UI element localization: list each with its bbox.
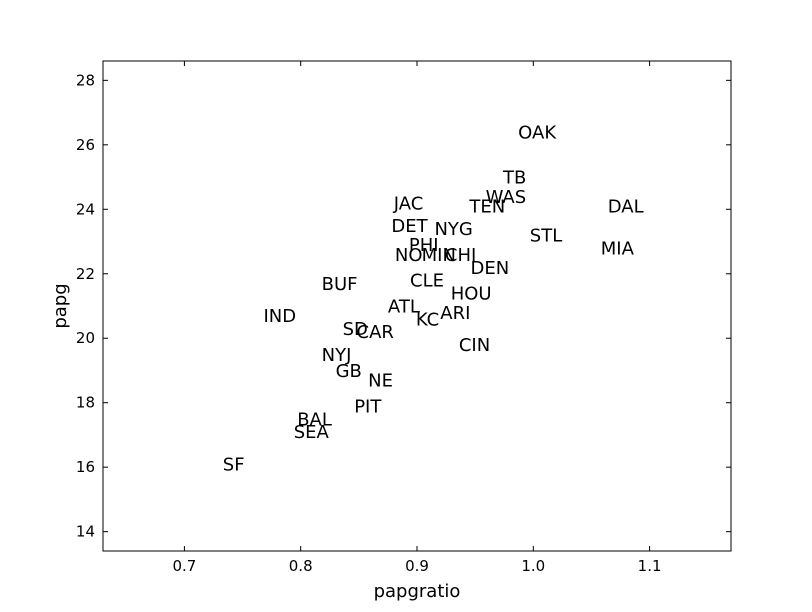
team-label-stl: STL bbox=[530, 226, 562, 247]
team-label-jac: JAC bbox=[393, 193, 424, 214]
y-tick-label: 18 bbox=[76, 394, 95, 412]
team-label-cin: CIN bbox=[459, 335, 490, 356]
team-label-buf: BUF bbox=[322, 274, 358, 295]
team-label-hou: HOU bbox=[451, 284, 492, 305]
team-label-no: NO bbox=[395, 245, 423, 266]
y-tick-label: 22 bbox=[76, 265, 95, 283]
team-label-mia: MIA bbox=[601, 238, 635, 259]
y-tick-label: 14 bbox=[76, 523, 95, 541]
y-tick-label: 16 bbox=[76, 458, 95, 476]
y-tick-label: 28 bbox=[76, 71, 95, 89]
team-label-ne: NE bbox=[368, 371, 393, 392]
team-label-cle: CLE bbox=[410, 271, 444, 292]
team-label-pit: PIT bbox=[354, 396, 382, 417]
team-label-oak: OAK bbox=[518, 122, 557, 143]
team-label-min: MIN bbox=[422, 245, 456, 266]
team-label-ten: TEN bbox=[468, 197, 505, 218]
team-label-den: DEN bbox=[470, 258, 509, 279]
team-label-phi: PHI bbox=[409, 235, 439, 256]
x-tick-label: 0.7 bbox=[172, 557, 196, 575]
y-tick-label: 24 bbox=[76, 200, 95, 218]
team-label-chi: CHI bbox=[445, 245, 476, 266]
team-label-ind: IND bbox=[263, 306, 296, 327]
x-axis-title: papgratio bbox=[374, 581, 461, 602]
x-axis: 0.7 0.8 0.9 1.0 1.1 bbox=[172, 61, 662, 575]
x-tick-label: 1.0 bbox=[521, 557, 545, 575]
team-label-sd: SD bbox=[343, 319, 368, 340]
plot-area bbox=[102, 60, 732, 552]
team-label-sf: SF bbox=[223, 454, 245, 475]
team-label-was: WAS bbox=[486, 187, 527, 208]
team-label-dal: DAL bbox=[608, 197, 644, 218]
team-label-gb: GB bbox=[336, 361, 362, 382]
team-label-ari: ARI bbox=[440, 303, 470, 324]
team-label-bal: BAL bbox=[297, 409, 332, 430]
team-label-kc: KC bbox=[416, 309, 439, 330]
team-label-tb: TB bbox=[502, 168, 526, 189]
team-label-sea: SEA bbox=[294, 422, 330, 443]
x-tick-label: 1.1 bbox=[638, 557, 662, 575]
x-tick-label: 0.9 bbox=[405, 557, 429, 575]
team-label-car: CAR bbox=[357, 322, 394, 343]
y-axis-title: papg bbox=[50, 283, 71, 328]
team-label-atl: ATL bbox=[388, 296, 420, 317]
x-tick-label: 0.8 bbox=[289, 557, 313, 575]
y-tick-label: 26 bbox=[76, 136, 95, 154]
y-axis: 14 16 18 20 22 24 26 28 bbox=[76, 71, 731, 541]
y-tick-label: 20 bbox=[76, 329, 95, 347]
team-label-nyj: NYJ bbox=[322, 345, 352, 366]
team-label-det: DET bbox=[391, 216, 428, 237]
team-label-nyg: NYG bbox=[434, 219, 472, 240]
